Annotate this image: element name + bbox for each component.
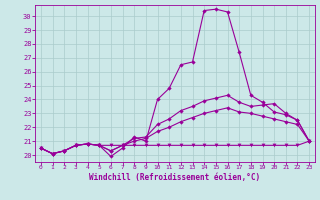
X-axis label: Windchill (Refroidissement éolien,°C): Windchill (Refroidissement éolien,°C) [89, 173, 260, 182]
